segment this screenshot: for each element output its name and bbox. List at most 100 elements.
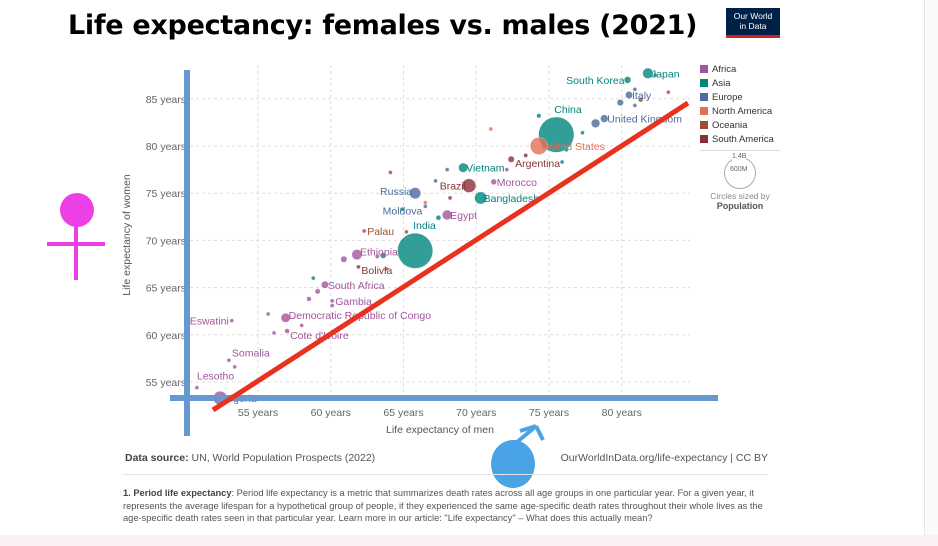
legend-swatch [700,65,708,73]
data-point[interactable] [340,255,348,263]
data-points [194,67,671,406]
y-tick-label: 75 years [146,188,186,200]
data-point[interactable] [580,130,585,135]
data-point[interactable] [226,358,232,363]
data-point[interactable] [266,311,271,317]
point-label: Ethiopia [360,247,398,259]
data-point[interactable] [624,76,632,84]
x-tick-label: 75 years [529,407,569,419]
data-point[interactable] [311,276,316,281]
legend-label: Asia [712,77,731,89]
data-point[interactable] [538,116,575,153]
legend-label: Oceania [712,119,748,131]
data-point[interactable] [306,296,312,302]
data-point[interactable] [488,126,493,132]
data-point[interactable] [458,162,468,173]
data-point[interactable] [299,323,304,328]
point-label: India [413,220,436,232]
legend-item[interactable]: Europe [700,90,774,104]
y-tick-label: 55 years [146,377,186,389]
data-point[interactable] [442,209,453,220]
data-point[interactable] [523,153,528,158]
point-label: Argentina [515,158,560,170]
legend-item[interactable]: Oceania [700,118,774,132]
point-label: Palau [367,226,394,238]
data-point[interactable] [435,215,442,221]
legend-item[interactable]: Asia [700,76,774,90]
point-label: Somalia [232,347,270,359]
owid-logo[interactable]: Our World in Data [726,8,780,38]
legend-swatch [700,121,708,129]
data-point[interactable] [232,364,237,370]
data-point[interactable] [474,191,487,205]
point-label: South Korea [566,75,625,87]
data-point[interactable] [314,288,321,295]
data-point[interactable] [388,170,393,175]
data-point[interactable] [632,87,637,92]
x-tick-label: 80 years [602,407,642,419]
data-point[interactable] [504,167,509,172]
data-point[interactable] [362,228,367,234]
point-label: Russia [380,186,412,198]
data-point[interactable] [399,207,405,212]
data-point[interactable] [351,249,363,260]
legend-label: North America [712,105,773,117]
data-point[interactable] [397,232,433,269]
legend-item[interactable]: North America [700,104,774,118]
data-point[interactable] [447,195,453,201]
data-point[interactable] [423,204,428,209]
point-label: Gambia [335,296,372,308]
data-point[interactable] [632,103,637,108]
data-point[interactable] [461,178,477,193]
data-point[interactable] [284,328,290,334]
data-point[interactable] [330,303,335,308]
x-tick-label: 65 years [383,407,423,419]
data-point[interactable] [423,200,428,205]
data-point[interactable] [591,118,601,128]
data-point[interactable] [653,73,658,78]
x-tick-label: 55 years [238,407,278,419]
data-point[interactable] [530,137,548,155]
data-point[interactable] [330,298,335,303]
data-point[interactable] [444,167,450,172]
data-point[interactable] [564,147,569,152]
data-point[interactable] [666,90,671,95]
data-point[interactable] [536,113,542,119]
data-point[interactable] [433,178,438,184]
point-label: United States [542,141,605,153]
source-link[interactable]: OurWorldInData.org/life-expectancy | CC … [560,452,768,464]
data-point[interactable] [280,313,291,323]
legend-item[interactable]: Africa [700,62,774,76]
data-point[interactable] [375,254,380,259]
data-point[interactable] [600,114,609,123]
data-point[interactable] [383,266,389,271]
point-label: Brazil [440,181,466,193]
data-point[interactable] [404,229,409,235]
data-point[interactable] [271,330,277,336]
data-point[interactable] [638,97,644,103]
data-point[interactable] [380,252,387,259]
size-legend: 1.4B 600M Circles sized by Population [700,150,780,211]
point-label: China [554,104,582,116]
data-point[interactable] [194,385,200,390]
gridlines [190,65,690,395]
data-point[interactable] [642,67,654,79]
data-point[interactable] [409,187,421,200]
data-point[interactable] [625,91,633,99]
data-point[interactable] [229,318,234,323]
point-label: Vietnam [466,163,505,175]
point-label: Egypt [450,210,477,222]
data-point[interactable] [356,264,361,269]
data-point[interactable] [559,159,565,165]
data-point[interactable] [616,99,624,106]
data-point[interactable] [321,280,329,289]
point-label: Lesotho [197,371,235,383]
data-point[interactable] [507,155,515,163]
legend-label: Europe [712,91,743,103]
data-point[interactable] [490,178,497,185]
y-tick-label: 70 years [146,235,186,247]
legend-item[interactable]: South America [700,132,774,146]
legend-swatch [700,135,708,143]
